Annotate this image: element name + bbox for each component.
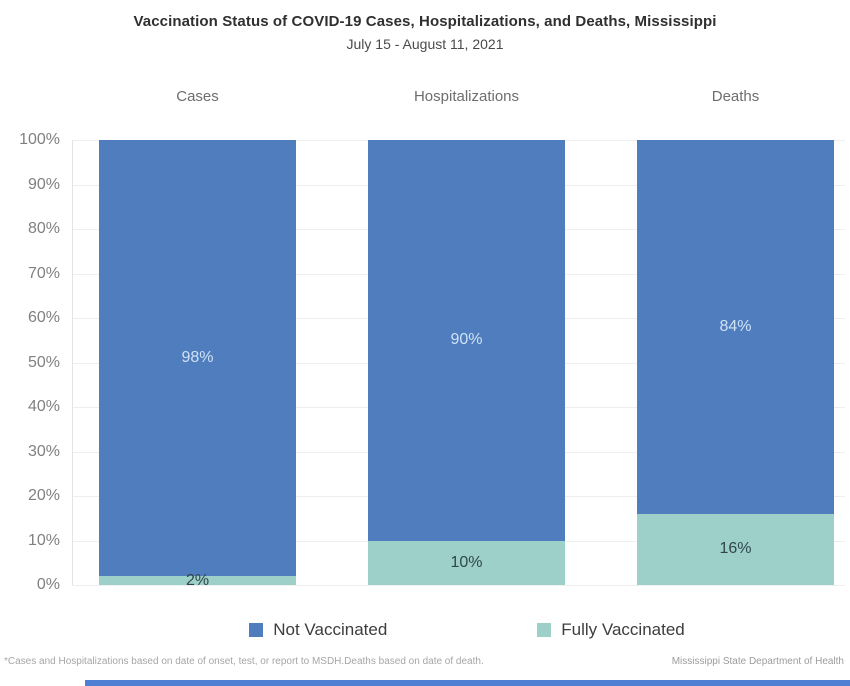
- y-tick-label: 30%: [27, 442, 60, 460]
- legend-item-fully-vaccinated[interactable]: Fully Vaccinated: [537, 620, 685, 640]
- y-tick-label: 80%: [27, 220, 60, 237]
- chart-subtitle: July 15 - August 11, 2021: [346, 36, 504, 52]
- y-tick-label: 0%: [36, 576, 60, 593]
- bottom-scroll-strip[interactable]: [85, 680, 850, 686]
- y-tick-label: 10%: [27, 531, 60, 549]
- y-tick-label: 90%: [27, 175, 60, 193]
- bar-value-label: 98%: [181, 349, 214, 367]
- y-tick-label: 60%: [27, 309, 60, 326]
- bar-value-label: 84%: [719, 317, 752, 335]
- bar-segment-fully-vaccinated-deaths[interactable]: [637, 513, 834, 585]
- legend-swatch-not-vaccinated-icon: [249, 623, 264, 637]
- gridline: [72, 585, 845, 586]
- bar-segment-fully-vaccinated-hospitalizations[interactable]: [368, 540, 565, 585]
- bar-value-label: 10%: [450, 553, 483, 571]
- bar-segment-not-vaccinated-cases[interactable]: [99, 140, 296, 577]
- column-header-hospitalizations: Hospitalizations: [413, 88, 520, 105]
- footnote-attribution: Mississippi State Department of Health: [671, 656, 844, 667]
- legend-item-not-vaccinated[interactable]: Not Vaccinated: [249, 620, 387, 640]
- bar-segment-not-vaccinated-deaths[interactable]: [637, 140, 834, 514]
- y-tick-label: 20%: [27, 487, 60, 504]
- y-tick-label: 100%: [19, 131, 60, 148]
- column-header-deaths: Deaths: [711, 88, 760, 105]
- bar-value-label: 2%: [185, 571, 210, 589]
- footnote-sources: *Cases and Hospitalizations based on dat…: [4, 656, 484, 667]
- y-axis-line: [72, 140, 73, 585]
- bar-segment-not-vaccinated-hospitalizations[interactable]: [368, 140, 565, 541]
- legend-label-not-vaccinated: Not Vaccinated: [273, 620, 388, 639]
- bar-segment-fully-vaccinated-cases[interactable]: [99, 576, 296, 585]
- column-header-cases: Cases: [176, 88, 219, 105]
- chart-title: Vaccination Status of COVID-19 Cases, Ho…: [133, 13, 717, 30]
- y-tick-label: 40%: [27, 398, 60, 415]
- legend-label-fully-vaccinated: Fully Vaccinated: [561, 620, 685, 639]
- legend: Not Vaccinated Fully Vaccinated: [42, 620, 850, 640]
- y-tick-label: 50%: [27, 353, 60, 371]
- legend-swatch-fully-vaccinated-icon: [537, 623, 552, 637]
- y-tick-label: 70%: [27, 264, 60, 282]
- bar-value-label: 16%: [719, 540, 752, 558]
- bar-value-label: 90%: [450, 331, 483, 349]
